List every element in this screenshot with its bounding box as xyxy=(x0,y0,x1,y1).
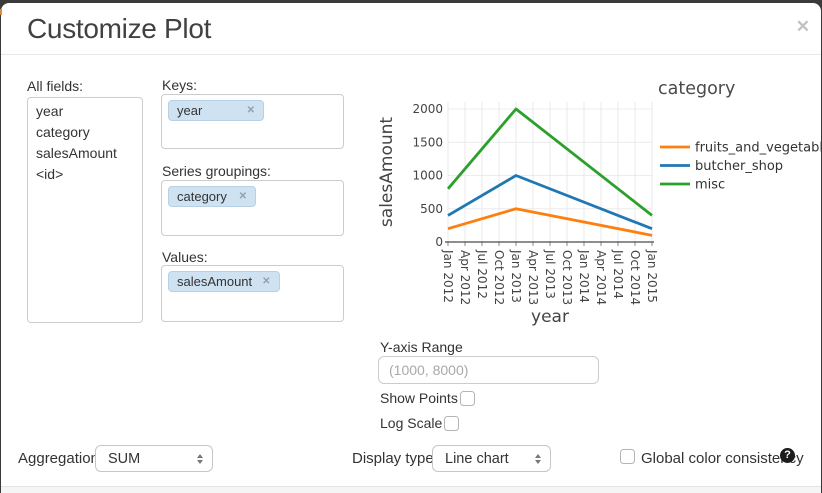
values-label: Values: xyxy=(162,249,208,265)
y-axis-title: salesAmount xyxy=(377,117,397,227)
show-points-checkbox[interactable] xyxy=(460,391,475,406)
y-axis-range-input[interactable] xyxy=(378,356,599,384)
aggregation-select[interactable]: SUM xyxy=(95,445,213,472)
remove-tag-icon[interactable]: ✕ xyxy=(246,105,255,116)
y-tick-label: 500 xyxy=(420,202,443,216)
x-tick-label: Jan 2013 xyxy=(509,249,523,303)
y-tick-label: 1000 xyxy=(412,169,443,183)
stepper-icon xyxy=(197,453,203,464)
series-line-misc xyxy=(446,107,653,217)
y-tick-label: 0 xyxy=(435,235,443,249)
keys-tag-year[interactable]: year ✕ xyxy=(168,100,264,121)
series-line-butcher_shop xyxy=(447,174,653,231)
x-tick-label: Apr 2014 xyxy=(594,250,608,305)
stepper-icon xyxy=(535,453,541,464)
series-groupings-label: Series groupings: xyxy=(162,163,271,179)
preview-line-chart: Jan 2012 Apr 2012 Jul 2012 Oct 2012 Jan 2013… xyxy=(377,79,822,327)
y-axis-range-label: Y-axis Range xyxy=(380,339,463,355)
display-type-select[interactable]: Line chart xyxy=(432,445,551,472)
log-scale-label: Log Scale xyxy=(380,415,443,431)
backdrop-accent xyxy=(0,9,2,15)
keys-dropzone[interactable]: year ✕ xyxy=(161,94,344,149)
x-tick-label: Jul 2012 xyxy=(475,249,489,299)
aggregation-label: Aggregation: xyxy=(18,450,104,467)
values-dropzone[interactable]: salesAmount ✕ xyxy=(161,265,344,322)
display-type-selected-value: Line chart xyxy=(445,450,509,467)
global-color-consistency-label: Global color consistency xyxy=(641,450,804,467)
dialog-title: Customize Plot xyxy=(27,13,212,44)
field-item-salesamount[interactable]: salesAmount xyxy=(36,145,117,161)
legend-title: category xyxy=(658,79,735,99)
field-item-category[interactable]: category xyxy=(36,124,90,140)
field-item-year[interactable]: year xyxy=(36,103,64,119)
remove-tag-icon[interactable]: ✕ xyxy=(262,276,271,287)
log-scale-checkbox[interactable] xyxy=(444,416,459,431)
show-points-label: Show Points xyxy=(380,390,458,406)
x-tick-label: Jan 2014 xyxy=(577,249,591,303)
x-tick-label: Jul 2013 xyxy=(543,249,557,299)
remove-tag-icon[interactable]: ✕ xyxy=(238,191,247,202)
x-axis-title: year xyxy=(531,307,569,327)
close-icon[interactable]: ✕ xyxy=(795,17,810,36)
x-tick-label: Apr 2013 xyxy=(526,250,540,305)
all-fields-listbox[interactable]: year category salesAmount <id> xyxy=(27,97,143,323)
all-fields-label: All fields: xyxy=(27,78,84,94)
values-tag-salesamount[interactable]: salesAmount ✕ xyxy=(168,271,280,292)
tag-label: year xyxy=(177,103,203,118)
legend-item-label[interactable]: fruits_and_vegetable xyxy=(695,141,822,156)
tag-label: salesAmount xyxy=(177,274,253,289)
x-tick-label: Jul 2014 xyxy=(611,249,625,299)
x-tick-label: Jan 2015 xyxy=(645,249,659,303)
series-line-fruits_and_vegetable xyxy=(447,207,653,237)
y-tick-label: 2000 xyxy=(412,102,443,116)
tag-label: category xyxy=(177,189,227,204)
y-tick-label: 1500 xyxy=(412,135,443,149)
x-tick-label: Oct 2013 xyxy=(560,250,574,305)
help-icon[interactable]: ? xyxy=(780,448,795,463)
x-tick-label: Jan 2012 xyxy=(441,249,455,303)
display-type-label: Display type: xyxy=(352,450,438,467)
series-groupings-dropzone[interactable]: category ✕ xyxy=(161,180,344,236)
header-divider xyxy=(1,54,821,55)
keys-label: Keys: xyxy=(162,77,198,93)
field-item-id[interactable]: <id> xyxy=(36,166,64,182)
legend-item-label[interactable]: misc xyxy=(695,178,725,193)
x-tick-label: Oct 2012 xyxy=(492,250,506,305)
global-color-consistency-checkbox[interactable] xyxy=(620,449,635,464)
x-tick-label: Apr 2012 xyxy=(458,250,472,305)
x-tick-label: Oct 2014 xyxy=(628,250,642,305)
modal-footer xyxy=(1,486,821,493)
legend-item-label[interactable]: butcher_shop xyxy=(695,159,783,174)
aggregation-selected-value: SUM xyxy=(108,450,141,467)
series-tag-category[interactable]: category ✕ xyxy=(168,186,256,207)
